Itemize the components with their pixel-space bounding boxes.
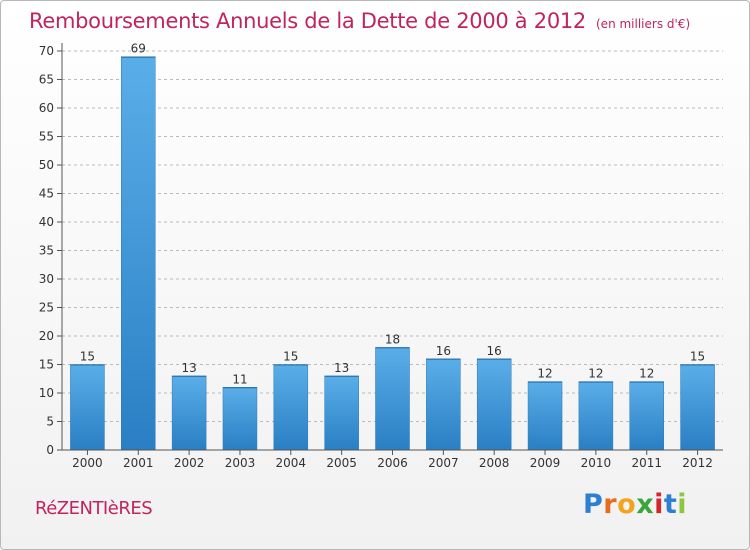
data-label: 15 [690, 350, 705, 364]
proxiti-logo: Proxiti [583, 489, 687, 520]
bar [222, 387, 258, 451]
x-tick-label: 2006 [377, 456, 408, 470]
data-label: 11 [232, 372, 247, 386]
bar [375, 347, 410, 451]
y-tick-label: 55 [39, 130, 54, 144]
logo-letter: t [663, 489, 678, 520]
x-tick-label: 2001 [123, 456, 154, 470]
bar [171, 375, 207, 451]
x-tick-label: 2009 [530, 456, 561, 470]
y-tick-label: 0 [46, 443, 54, 457]
axes [57, 43, 723, 455]
bar [578, 381, 614, 451]
data-label: 16 [487, 344, 502, 358]
title-line: Remboursements Annuels de la Dette de 20… [29, 9, 690, 33]
data-label: 16 [436, 344, 451, 358]
y-tick-label: 20 [39, 329, 54, 343]
bar [324, 375, 359, 451]
data-label: 69 [131, 42, 146, 56]
y-tick-label: 50 [39, 158, 54, 172]
bar [273, 364, 309, 451]
x-tick-label: 2004 [276, 456, 307, 470]
bar [426, 358, 461, 451]
x-tick-label: 2002 [174, 456, 205, 470]
y-tick-label: 40 [39, 215, 54, 229]
logo-letter: o [617, 489, 637, 520]
bar [70, 364, 105, 451]
y-tick-label: 45 [39, 187, 54, 201]
y-tick-label: 15 [39, 358, 54, 372]
y-tick-label: 5 [46, 415, 54, 429]
logo-letter: r [603, 489, 618, 520]
x-tick-label: 2011 [631, 456, 662, 470]
town-name: RéZENTIèRES [35, 498, 153, 519]
x-tick-label: 2010 [581, 456, 612, 470]
x-tick-label: 2008 [479, 456, 510, 470]
chart-unit-note: (en milliers d'€) [596, 17, 691, 31]
logo-letter: i [677, 489, 688, 520]
y-tick-label: 65 [39, 73, 54, 87]
data-label: 15 [80, 350, 95, 364]
data-label: 13 [181, 361, 196, 375]
data-label: 12 [588, 367, 603, 381]
bar [121, 56, 156, 451]
y-tick-label: 30 [39, 272, 54, 286]
bar [476, 358, 512, 451]
bar [680, 364, 715, 451]
x-tick-label: 2003 [225, 456, 256, 470]
logo-letter: i [654, 489, 664, 520]
data-label: 12 [537, 367, 552, 381]
labels: 0 5 10 15 20 25 30 35 40 45 50 55 60 65 70 15 2000 69 2001… [39, 42, 713, 470]
logo-letter: x [636, 489, 655, 520]
x-tick-label: 2012 [682, 456, 713, 470]
y-tick-label: 35 [39, 244, 54, 258]
y-tick-label: 10 [39, 386, 54, 400]
bars [70, 56, 715, 451]
chart-title: Remboursements Annuels de la Dette de 20… [29, 9, 586, 33]
data-label: 15 [283, 350, 298, 364]
x-tick-label: 2000 [72, 456, 103, 470]
data-label: 18 [385, 332, 400, 346]
logo-letter: P [583, 489, 604, 520]
x-tick-label: 2007 [428, 456, 459, 470]
y-tick-label: 60 [39, 101, 54, 115]
y-tick-label: 70 [39, 44, 54, 58]
x-tick-label: 2005 [326, 456, 357, 470]
data-label: 12 [639, 367, 654, 381]
bar [527, 381, 563, 451]
bar [629, 381, 664, 451]
y-tick-label: 25 [39, 301, 54, 315]
data-label: 13 [334, 361, 349, 375]
